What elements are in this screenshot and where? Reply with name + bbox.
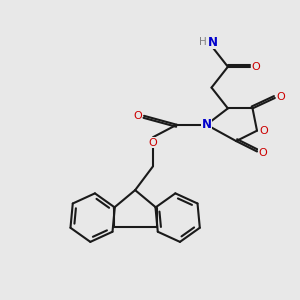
Text: O: O bbox=[252, 62, 260, 72]
Text: O: O bbox=[148, 138, 157, 148]
Text: O: O bbox=[276, 92, 285, 101]
Text: O: O bbox=[259, 148, 267, 158]
Text: N: N bbox=[208, 36, 218, 49]
Text: O: O bbox=[259, 126, 268, 136]
Text: N: N bbox=[202, 118, 212, 131]
Text: H: H bbox=[199, 38, 207, 47]
Text: O: O bbox=[133, 111, 142, 121]
